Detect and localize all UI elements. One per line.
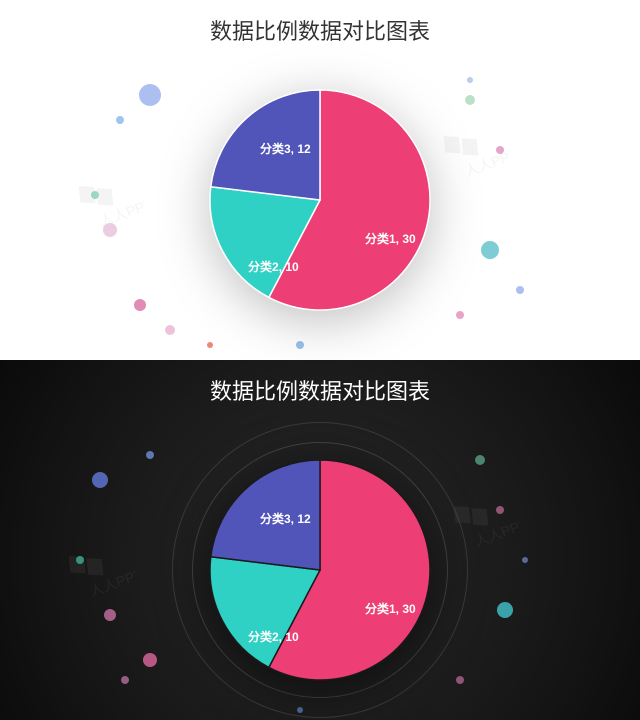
decorative-dot — [516, 286, 524, 294]
pie-svg — [200, 450, 440, 690]
decorative-dot — [456, 311, 464, 319]
decorative-dot — [475, 455, 485, 465]
decorative-dot — [496, 146, 504, 154]
panel-light: 数据比例数据对比图表 人人PPT 人人PPT 分类1, 30分类2, 10分类3… — [0, 0, 640, 360]
decorative-dot — [104, 609, 116, 621]
chart-title: 数据比例数据对比图表 — [0, 374, 640, 406]
decorative-dot — [76, 556, 84, 564]
svg-text:人人PPT: 人人PPT — [472, 515, 520, 549]
pie-svg — [200, 80, 440, 320]
watermark-icon: 人人PPT — [55, 530, 135, 610]
decorative-dot — [467, 77, 473, 83]
decorative-dot — [143, 653, 157, 667]
pie-label-s1: 分类1, 30 — [365, 600, 416, 617]
decorative-dot — [134, 299, 146, 311]
pie-label-s1: 分类1, 30 — [365, 230, 416, 247]
decorative-dot — [146, 451, 154, 459]
decorative-dot — [522, 557, 528, 563]
decorative-dot — [497, 602, 513, 618]
pie-label-s3: 分类3, 12 — [260, 140, 311, 157]
pie-label-s2: 分类2, 10 — [248, 258, 299, 275]
decorative-dot — [465, 95, 475, 105]
chart-title: 数据比例数据对比图表 — [0, 14, 640, 46]
decorative-dot — [103, 223, 117, 237]
decorative-dot — [165, 325, 175, 335]
pie-label-s2: 分类2, 10 — [248, 628, 299, 645]
decorative-dot — [456, 676, 464, 684]
decorative-dot — [481, 241, 499, 259]
decorative-dot — [207, 342, 213, 348]
panel-dark: 数据比例数据对比图表 人人PPT 人人PPT 分类1, 30 分类2, 10 分类3… — [0, 360, 640, 720]
decorative-dot — [296, 341, 304, 349]
svg-text:人人PPT: 人人PPT — [87, 565, 135, 599]
decorative-dot — [91, 191, 99, 199]
decorative-dot — [92, 472, 108, 488]
decorative-dot — [139, 84, 161, 106]
decorative-dot — [121, 676, 129, 684]
pie-label-s3: 分类3, 12 — [260, 510, 311, 527]
decorative-dot — [496, 506, 504, 514]
decorative-dot — [116, 116, 124, 124]
